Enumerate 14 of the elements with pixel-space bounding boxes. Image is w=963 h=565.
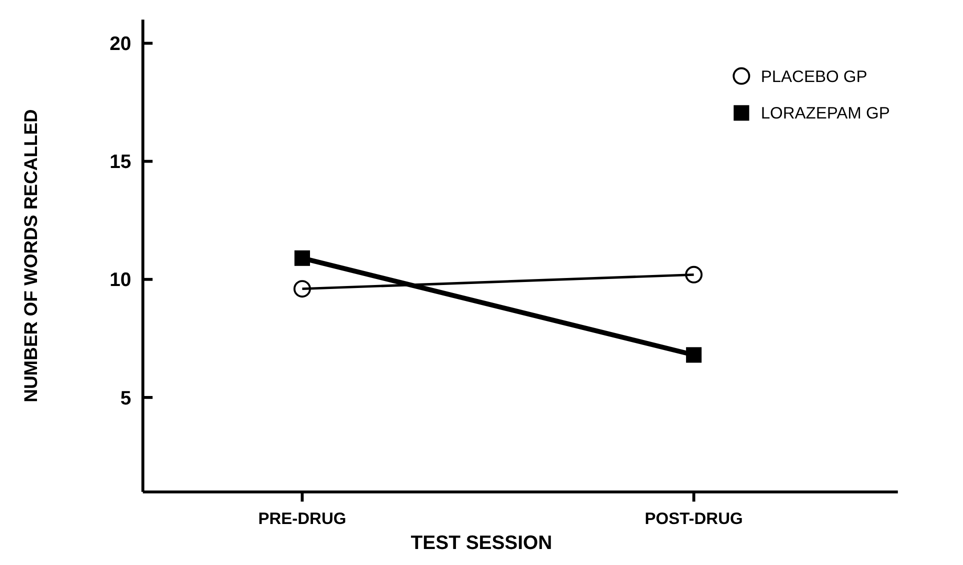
- legend-label: PLACEBO GP: [760, 68, 868, 86]
- y-tick-label: 20: [110, 33, 132, 56]
- y-tick-label: 10: [110, 269, 132, 292]
- point: [686, 347, 702, 363]
- point: [294, 250, 310, 266]
- y-axis-title: NUMBER OF WORDS RECALLED: [20, 109, 41, 402]
- point: [293, 280, 311, 298]
- y-tick-label: 5: [120, 387, 132, 410]
- x-axis-title: TEST SESSION: [410, 532, 552, 554]
- y-tick-label: 15: [110, 151, 132, 174]
- point: [685, 266, 703, 284]
- x-tick-label: POST-DRUG: [644, 510, 743, 528]
- x-tick-label: PRE-DRUG: [258, 510, 346, 528]
- legend-label: LORAZEPAM GP: [760, 104, 890, 123]
